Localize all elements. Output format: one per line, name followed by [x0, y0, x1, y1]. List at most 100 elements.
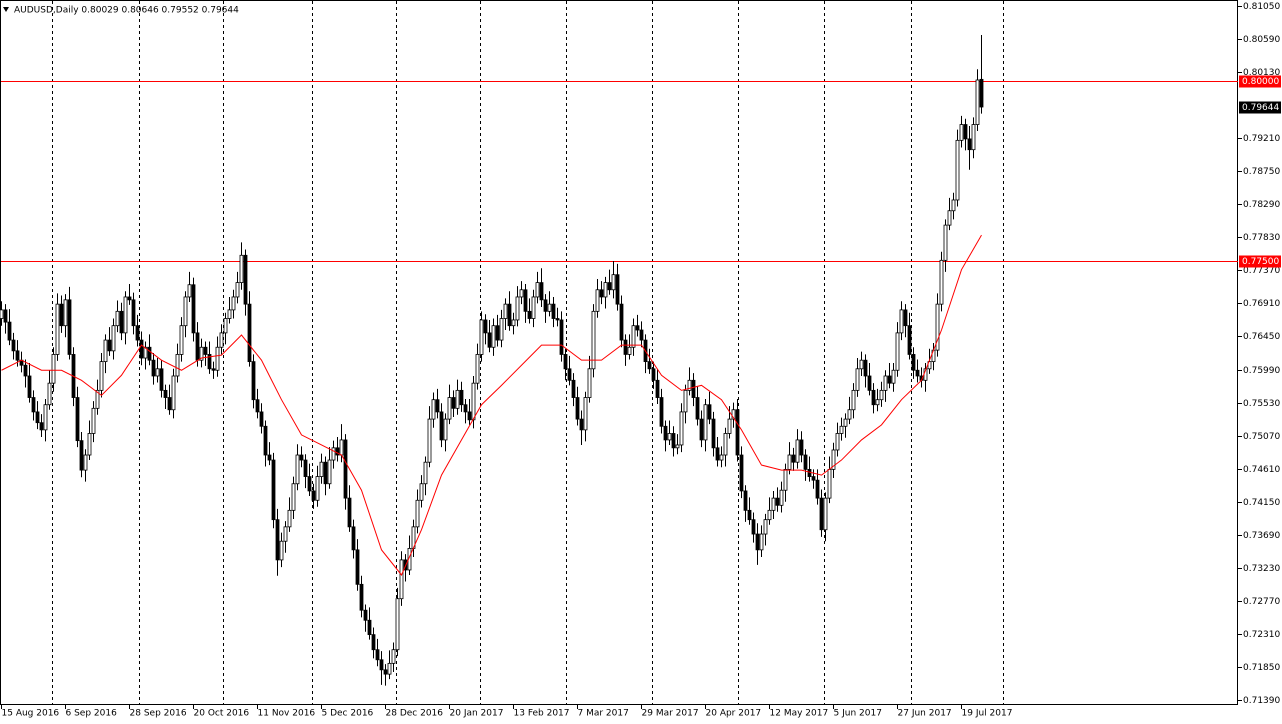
candle-body [291, 483, 296, 511]
price-label: 0.79644 [1242, 103, 1279, 113]
candle-body [471, 382, 476, 421]
candle-body [571, 379, 576, 398]
candle-body [359, 583, 364, 611]
candle-body [895, 332, 900, 371]
candle-body [315, 476, 320, 501]
candle-body [3, 309, 8, 323]
candle-body [647, 361, 652, 370]
candle-body [367, 619, 372, 636]
y-tick-label: 0.72310 [1243, 630, 1280, 640]
candle-body [855, 368, 860, 391]
candle-body [391, 649, 396, 664]
candle-body [799, 439, 804, 456]
price-label: 0.77500 [1242, 257, 1279, 267]
candle-body [207, 354, 212, 370]
candle-body [683, 389, 688, 413]
candle-body [875, 399, 880, 406]
candle-body [431, 399, 436, 420]
candle-body [559, 319, 564, 355]
candle-body [119, 310, 124, 334]
candle-body [527, 310, 532, 319]
candle-body [143, 346, 148, 359]
candle-body [587, 368, 592, 398]
candle-body [603, 282, 608, 298]
candle-body [203, 346, 208, 355]
candle-body [499, 318, 504, 341]
candle-body [543, 299, 548, 312]
candle-body [123, 296, 128, 334]
candle-body [495, 325, 500, 341]
candle-body [271, 459, 276, 521]
candle-body [267, 454, 272, 461]
candle-body [831, 449, 836, 470]
candle-body [343, 439, 348, 499]
candle-body [7, 321, 12, 341]
candle-body [487, 332, 492, 348]
x-tick-label: 13 Feb 2017 [514, 709, 570, 719]
y-tick-label: 0.81050 [1243, 2, 1280, 12]
candle-body [163, 389, 168, 398]
candle-body [619, 303, 624, 341]
candle-body [255, 399, 260, 413]
candle-body [79, 440, 84, 471]
candle-body [763, 519, 768, 535]
candle-body [623, 339, 628, 355]
candle-body [351, 526, 356, 551]
candle-body [507, 303, 512, 327]
candle-body [135, 325, 140, 341]
x-tick-label: 29 Mar 2017 [642, 709, 699, 719]
candle-body [363, 609, 368, 621]
candle-body [183, 296, 188, 327]
candle-body [227, 309, 232, 319]
candle-body [83, 454, 88, 471]
price-label-box [1239, 75, 1281, 88]
candle-body [239, 254, 244, 283]
candle-body [199, 346, 204, 361]
candle-body [687, 379, 692, 391]
candle-body [963, 124, 968, 140]
candle-body [455, 389, 460, 409]
candle-body [723, 433, 728, 456]
candle-body [87, 433, 92, 456]
candle-body [475, 354, 480, 384]
candle-body [915, 369, 920, 377]
candle-body [283, 526, 288, 542]
y-tick-label: 0.76910 [1243, 299, 1280, 309]
candle-body [655, 379, 660, 398]
candle-body [711, 418, 716, 449]
y-tick-label: 0.76450 [1243, 332, 1280, 342]
candle-body [815, 479, 820, 499]
candle-body [443, 418, 448, 441]
candle-body [131, 299, 136, 327]
candle-body [115, 310, 120, 327]
candle-body [303, 459, 308, 477]
x-tick-label: 11 Nov 2016 [258, 709, 316, 719]
y-tick-label: 0.80590 [1243, 35, 1280, 45]
candle-body [547, 303, 552, 312]
candle-body [39, 422, 44, 431]
candle-body [211, 368, 216, 371]
candle-body [111, 325, 116, 352]
candle-body [463, 404, 468, 413]
candle-body [703, 404, 708, 441]
x-tick-label: 20 Apr 2017 [706, 709, 762, 719]
candle-body [767, 509, 772, 521]
candle-body [31, 397, 36, 413]
price-label-box [1239, 101, 1281, 114]
candle-body [427, 418, 432, 463]
y-tick-label: 0.75530 [1243, 399, 1280, 409]
candle-body [787, 454, 792, 470]
y-tick-label: 0.73690 [1243, 531, 1280, 541]
candle-body [783, 468, 788, 491]
candle-body [775, 497, 780, 506]
candle-body [243, 254, 248, 305]
candle-body [599, 289, 604, 298]
candle-body [47, 382, 52, 406]
candle-body [459, 389, 464, 406]
candle-body [175, 354, 180, 377]
candle-body [447, 397, 452, 420]
chart-title: AUDUSD,Daily 0.80029 0.80646 0.79552 0.7… [14, 6, 239, 16]
candle-body [531, 296, 536, 319]
x-tick-label: 27 Jun 2017 [898, 709, 952, 719]
